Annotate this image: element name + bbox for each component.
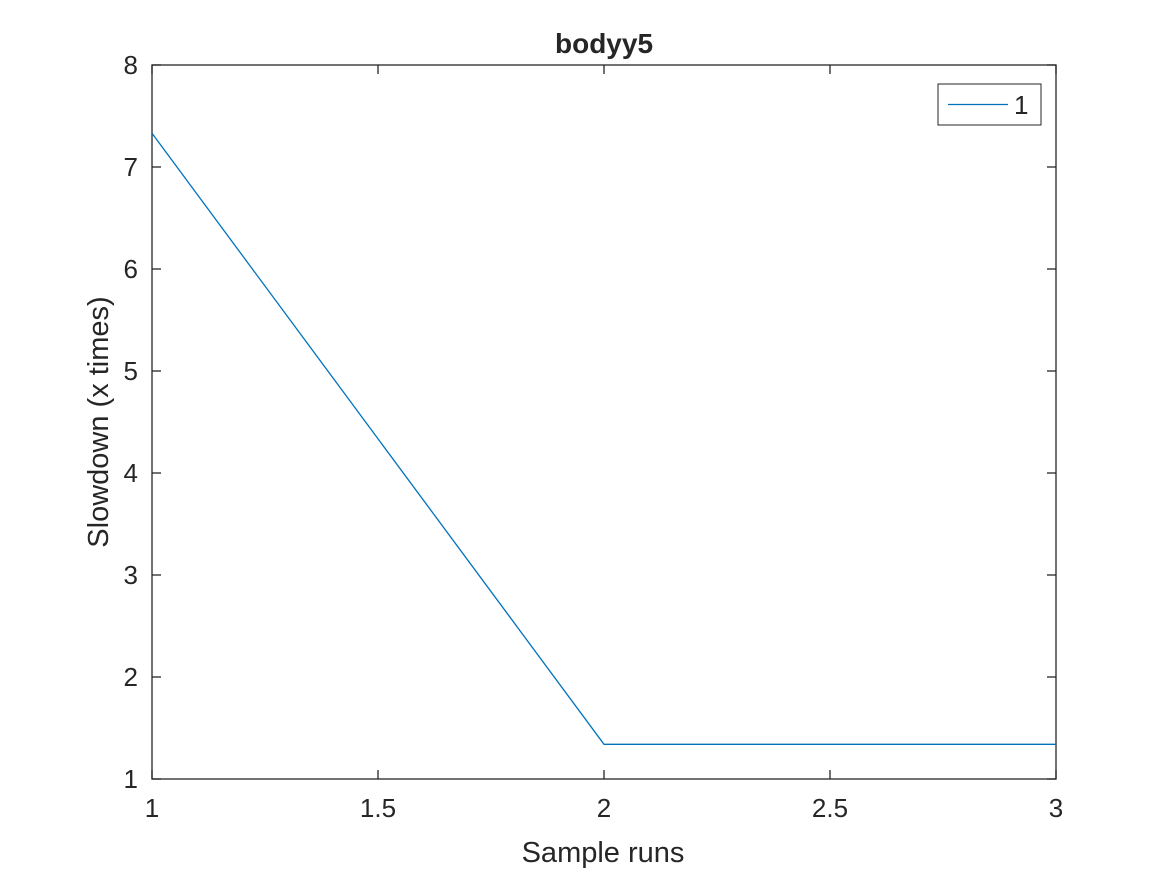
plot-area bbox=[151, 64, 1057, 780]
x-tick-label: 3 bbox=[1049, 793, 1063, 823]
y-axis-ticks bbox=[152, 64, 1056, 780]
y-tick-label: 2 bbox=[124, 662, 138, 692]
x-tick-label: 2 bbox=[597, 793, 611, 823]
legend-label-series-1: 1 bbox=[1014, 90, 1028, 120]
x-tick-label: 1.5 bbox=[360, 793, 396, 823]
y-axis-label: Slowdown (x times) bbox=[83, 296, 115, 547]
x-axis-label: Sample runs bbox=[522, 837, 685, 869]
y-tick-label: 3 bbox=[124, 560, 138, 590]
y-axis-tick-labels: 1 2 3 4 5 6 7 8 bbox=[124, 50, 138, 794]
x-tick-label: 1 bbox=[145, 793, 159, 823]
series-line-1 bbox=[151, 132, 1056, 745]
x-tick-label: 2.5 bbox=[812, 793, 848, 823]
y-tick-label: 4 bbox=[124, 458, 138, 488]
y-tick-label: 6 bbox=[124, 254, 138, 284]
axes-box bbox=[151, 64, 1057, 780]
y-tick-label: 8 bbox=[124, 50, 138, 80]
y-tick-label: 7 bbox=[124, 152, 138, 182]
y-tick-label: 5 bbox=[124, 356, 138, 386]
series-group bbox=[151, 132, 1056, 745]
x-axis-ticks bbox=[151, 65, 1057, 779]
y-tick-label: 1 bbox=[124, 764, 138, 794]
legend: 1 bbox=[937, 83, 1042, 126]
x-axis-tick-labels: 1 1.5 2 2.5 3 bbox=[145, 793, 1063, 823]
chart-title: bodyy5 bbox=[555, 28, 653, 59]
